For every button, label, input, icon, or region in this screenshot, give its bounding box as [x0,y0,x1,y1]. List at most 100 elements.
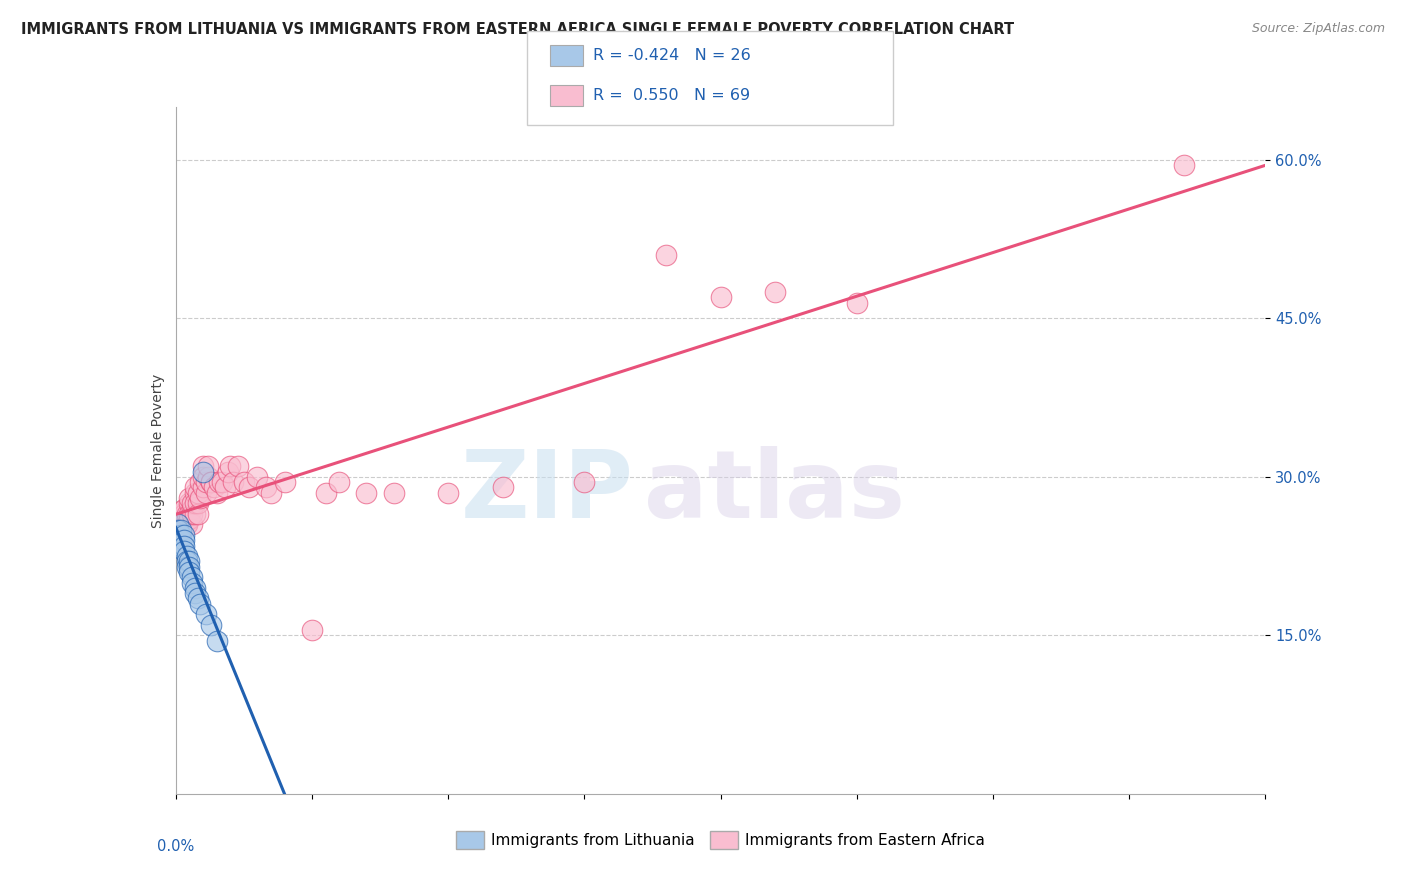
Point [437,485,460,500]
Point [205,633,228,648]
Point [200,475,222,490]
Point [173,507,195,521]
Point [184,581,207,595]
Point [179,507,201,521]
Legend: Immigrants from Lithuania, Immigrants from Eastern Africa: Immigrants from Lithuania, Immigrants fr… [450,825,991,855]
Point [200,617,222,632]
Point [181,517,204,532]
Point [655,248,678,262]
Point [232,475,254,490]
Point [186,496,209,510]
Point [184,496,207,510]
Point [167,523,190,537]
Point [260,485,283,500]
Point [202,480,225,494]
Y-axis label: Single Female Poverty: Single Female Poverty [150,374,165,527]
Point [188,597,211,611]
Point [181,501,204,516]
Point [191,459,214,474]
Point [845,295,868,310]
Point [170,539,193,553]
Point [173,539,195,553]
Point [170,517,193,532]
Point [170,533,193,548]
Point [170,523,193,537]
Point [170,507,193,521]
Point [274,475,297,490]
Point [228,459,250,474]
Text: 0.0%: 0.0% [157,838,194,854]
Point [167,517,190,532]
Point [176,549,198,563]
Point [191,480,214,494]
Point [222,475,245,490]
Point [191,465,214,479]
Point [188,475,211,490]
Point [170,528,193,542]
Point [382,485,405,500]
Point [181,507,204,521]
Point [710,290,733,304]
Point [214,480,236,494]
Point [176,517,198,532]
Point [184,507,207,521]
Point [170,523,193,537]
Point [179,565,201,579]
Point [194,607,217,622]
Point [197,459,219,474]
Point [301,623,323,637]
Point [173,544,195,558]
Point [217,465,239,479]
Point [176,559,198,574]
Point [179,512,201,526]
Point [167,528,190,542]
Point [173,528,195,542]
Point [173,501,195,516]
Point [184,586,207,600]
Point [205,485,228,500]
Point [492,480,515,494]
Point [186,591,209,606]
Text: R =  0.550   N = 69: R = 0.550 N = 69 [593,88,751,103]
Point [194,485,217,500]
Point [170,533,193,548]
Text: R = -0.424   N = 26: R = -0.424 N = 26 [593,48,751,62]
Text: ZIP: ZIP [461,446,633,538]
Point [176,507,198,521]
Point [315,485,337,500]
Point [238,480,260,494]
Point [179,496,201,510]
Point [246,470,269,484]
Point [186,485,209,500]
Point [191,470,214,484]
Point [173,512,195,526]
Point [181,570,204,584]
Point [176,517,198,532]
Point [179,491,201,505]
Point [181,496,204,510]
Point [1173,158,1195,172]
Point [176,554,198,568]
Point [173,533,195,548]
Point [184,480,207,494]
Point [176,512,198,526]
Point [200,475,222,490]
Text: Source: ZipAtlas.com: Source: ZipAtlas.com [1251,22,1385,36]
Point [194,475,217,490]
Point [179,559,201,574]
Point [328,475,350,490]
Point [173,517,195,532]
Point [184,485,207,500]
Point [763,285,786,299]
Point [254,480,277,494]
Text: atlas: atlas [644,446,905,538]
Point [186,507,209,521]
Point [181,575,204,590]
Point [188,491,211,505]
Point [211,475,233,490]
Point [356,485,378,500]
Point [574,475,596,490]
Point [173,501,195,516]
Point [219,459,242,474]
Point [179,554,201,568]
